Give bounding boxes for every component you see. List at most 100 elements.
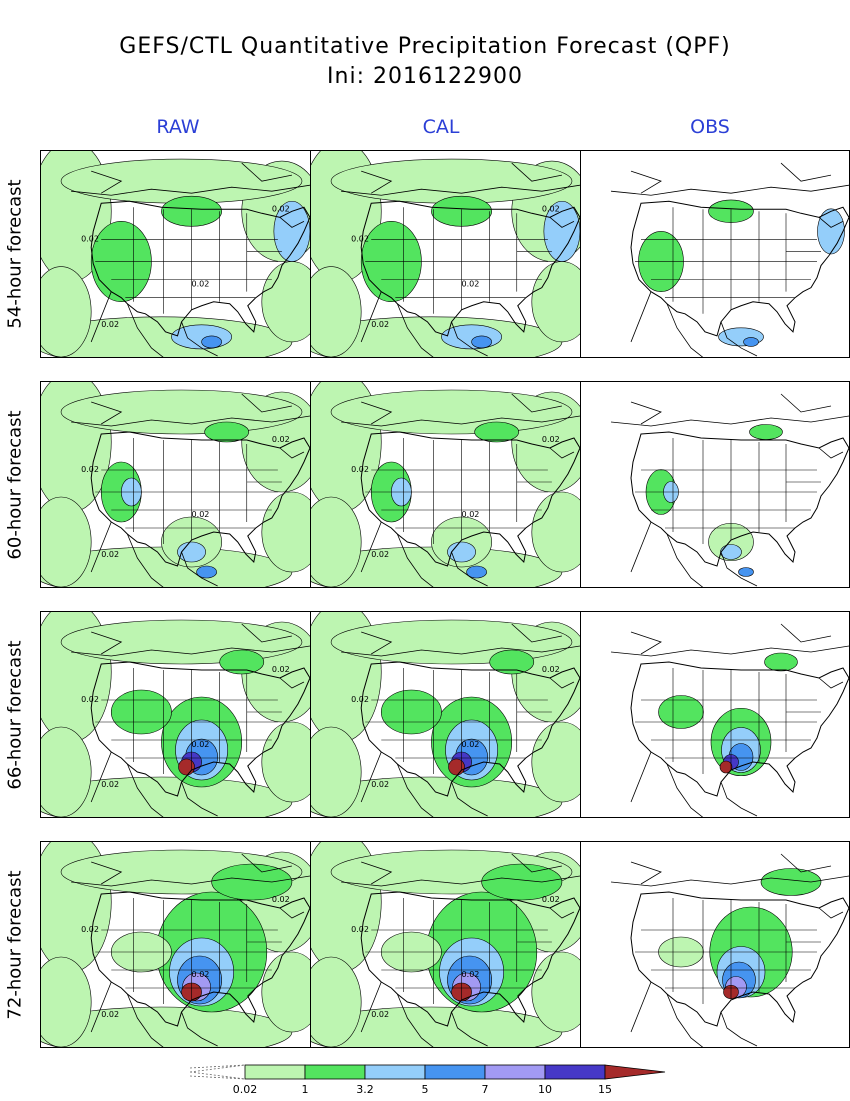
precip-contour-light — [60, 619, 303, 665]
precip-contour-lightblue — [441, 324, 503, 350]
map-panel-66h-obs — [580, 611, 850, 818]
row-label-60h: 60-hour forecast — [4, 409, 26, 560]
contour-label: 0.02 — [101, 320, 119, 329]
contour-label: 0.02 — [351, 925, 369, 934]
precip-contour-lightblue — [171, 324, 233, 350]
legend-tick-label: 15 — [598, 1083, 612, 1096]
legend-tick-label: 10 — [538, 1083, 552, 1096]
precip-contour-light — [330, 158, 573, 204]
precip-contour-green — [489, 649, 535, 675]
precip-contour-light — [311, 496, 362, 587]
contour-label: 0.02 — [272, 435, 290, 444]
legend-tick-label: 3.2 — [356, 1083, 374, 1096]
precip-contour-light — [531, 951, 580, 1033]
precip-contour-light — [41, 266, 92, 357]
legend-tick-label: 0.02 — [233, 1083, 258, 1096]
legend-underflow-arrow — [189, 1064, 246, 1080]
column-header-obs: OBS — [690, 116, 730, 138]
contour-label: 0.02 — [81, 695, 99, 704]
contour-label: 0.02 — [542, 665, 560, 674]
precip-contour-green — [474, 421, 520, 443]
precip-contour-light — [330, 389, 573, 435]
precip-contour-light — [311, 726, 362, 817]
contour-label: 0.02 — [371, 1010, 389, 1019]
precip-contour-light — [261, 721, 310, 803]
contour-label: 0.02 — [81, 465, 99, 474]
precip-contour-blue — [471, 335, 492, 349]
contour-label: 0.02 — [81, 925, 99, 934]
contour-label: 0.02 — [542, 895, 560, 904]
precip-contour-blue — [201, 335, 222, 349]
row-label-72h: 72-hour forecast — [4, 869, 26, 1020]
color-legend: 0.02 1 3.2 5 7 10 15 — [189, 1063, 670, 1101]
row-label-54h: 54-hour forecast — [4, 179, 26, 329]
legend-tick-label: 1 — [302, 1083, 309, 1096]
legend-overflow-arrow — [604, 1064, 666, 1080]
precip-contour-light — [261, 491, 310, 573]
precip-contour-light — [330, 619, 573, 665]
map-panel-72h-obs — [580, 841, 850, 1048]
map-panel-72h-raw: 0.02 0.02 0.02 0.02 — [40, 841, 311, 1048]
contour-label: 0.02 — [462, 280, 480, 289]
legend-swatch — [364, 1064, 426, 1080]
precip-contour-red — [178, 758, 195, 776]
contour-label: 0.02 — [192, 970, 210, 979]
precip-contour-light — [60, 389, 303, 435]
contour-label: 0.02 — [81, 234, 99, 243]
contour-label: 0.02 — [192, 740, 210, 749]
contour-label: 0.02 — [272, 204, 290, 213]
precip-contour-light — [311, 956, 362, 1047]
precip-contour-lightblue — [447, 541, 476, 563]
contour-label: 0.02 — [101, 780, 119, 789]
precip-contour-green — [204, 421, 250, 443]
precip-contour-light — [311, 266, 362, 357]
precip-contour-light — [41, 956, 92, 1047]
map-panel-54h-obs — [580, 150, 850, 358]
precip-contour-light — [531, 491, 580, 573]
legend-tick-label: 7 — [482, 1083, 489, 1096]
chart-subtitle: Ini: 2016122900 — [327, 64, 523, 89]
precip-contour-lightblue — [177, 541, 206, 563]
precip-contour-light — [60, 158, 303, 204]
precip-contour-green — [764, 652, 798, 672]
precip-contour-blue — [466, 565, 487, 579]
contour-label: 0.02 — [371, 550, 389, 559]
precip-contour-green — [219, 649, 265, 675]
precip-contour-green — [760, 868, 822, 896]
contour-label: 0.02 — [371, 780, 389, 789]
precip-contour-lightblue — [720, 544, 742, 560]
contour-label: 0.02 — [462, 510, 480, 519]
contour-label: 0.02 — [192, 510, 210, 519]
precip-contour-blue — [743, 337, 759, 347]
precip-contour-red — [719, 760, 733, 774]
contour-label: 0.02 — [192, 280, 210, 289]
contour-label: 0.02 — [272, 665, 290, 674]
row-label-66h: 66-hour forecast — [4, 639, 26, 790]
contour-label: 0.02 — [101, 550, 119, 559]
precip-contour-light — [531, 721, 580, 803]
map-panel-60h-raw: 0.02 0.02 0.02 0.02 — [40, 381, 311, 588]
precip-contour-light — [41, 496, 92, 587]
precip-contour-green — [749, 424, 783, 440]
contour-label: 0.02 — [542, 435, 560, 444]
map-panel-72h-cal: 0.02 0.02 0.02 0.02 — [310, 841, 581, 1048]
precip-contour-green — [110, 689, 172, 735]
legend-swatch — [304, 1064, 366, 1080]
map-panel-66h-raw: 0.02 0.02 0.02 0.02 — [40, 611, 311, 818]
map-panel-54h-cal: 0.02 0.02 0.02 0.02 — [310, 150, 581, 358]
precip-contour-blue — [196, 565, 217, 579]
contour-label: 0.02 — [351, 465, 369, 474]
legend-swatch — [424, 1064, 486, 1080]
map-panel-54h-raw: 0.02 0.02 0.02 0.02 — [40, 150, 311, 358]
precip-contour-green — [658, 695, 704, 729]
contour-label: 0.02 — [542, 204, 560, 213]
precip-contour-light — [41, 726, 92, 817]
precip-contour-green — [481, 863, 563, 901]
map-panel-60h-cal: 0.02 0.02 0.02 0.02 — [310, 381, 581, 588]
precip-contour-green — [211, 863, 293, 901]
contour-label: 0.02 — [272, 895, 290, 904]
column-header-cal: CAL — [422, 116, 460, 138]
chart-title: GEFS/CTL Quantitative Precipitation Fore… — [119, 34, 731, 59]
contour-label: 0.02 — [462, 970, 480, 979]
column-header-raw: RAW — [156, 116, 200, 138]
